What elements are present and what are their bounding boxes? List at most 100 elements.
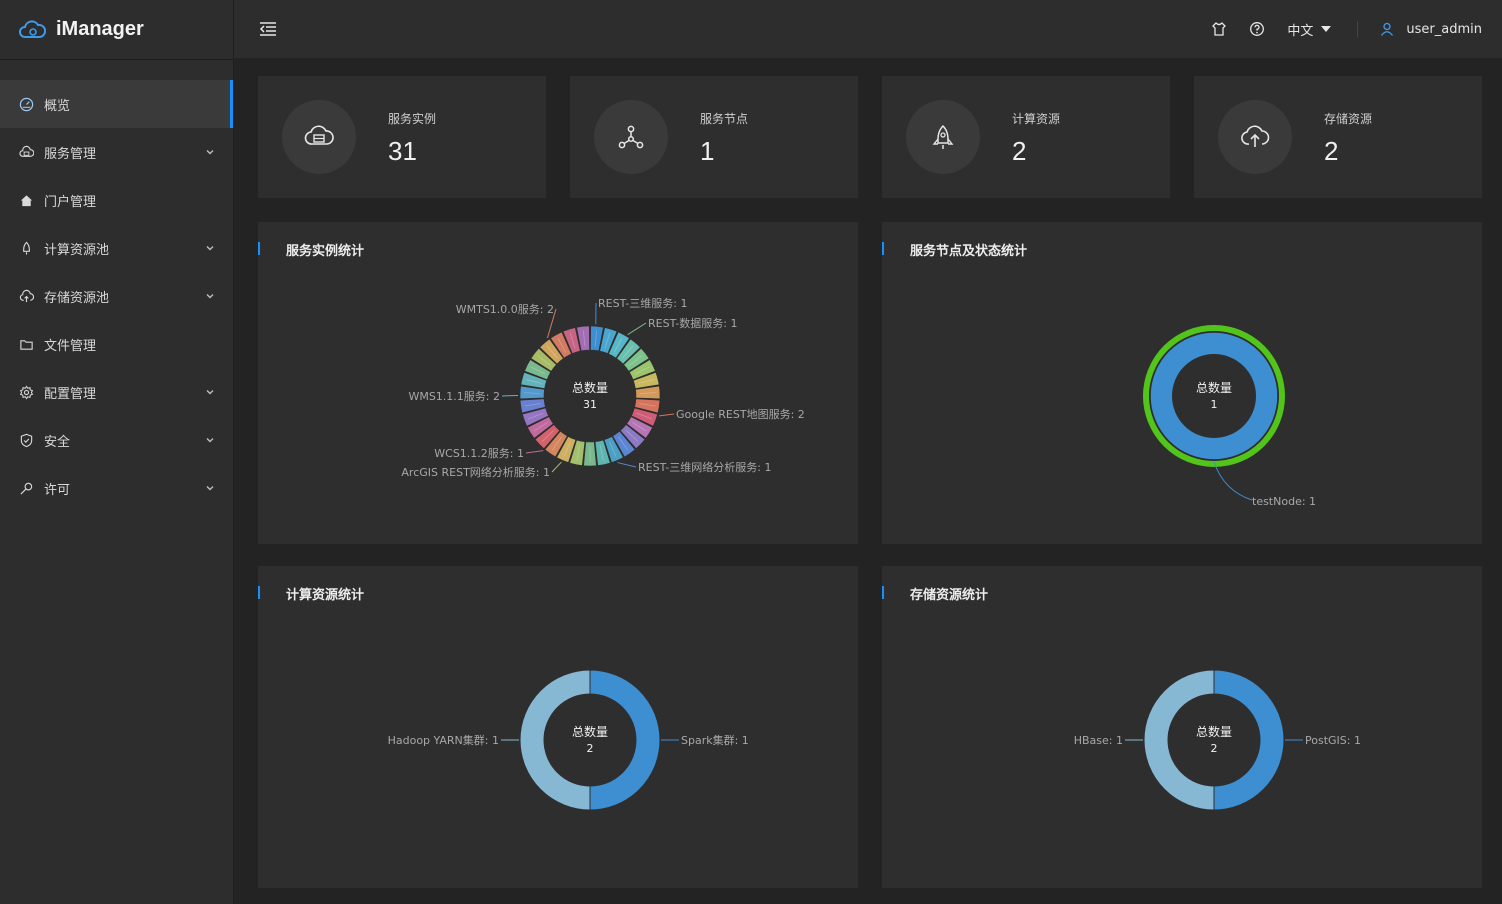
chart-slice[interactable] <box>589 669 661 811</box>
slice-texture <box>546 345 558 359</box>
stat-value: 1 <box>700 136 715 166</box>
chart-center-label: 总数量 <box>1196 380 1232 395</box>
chart-slice[interactable] <box>539 338 564 365</box>
compute-resources-donut-chart: Spark集群: 1 Hadoop YARN集群: 1 总数量 2 <box>388 669 749 811</box>
slice-label: WMTS1.0.0服务: 2 <box>456 303 554 316</box>
chart-slice[interactable] <box>590 325 604 352</box>
panel-accent-bar <box>258 242 260 255</box>
chart-slice[interactable] <box>635 385 661 400</box>
chart-slice[interactable] <box>556 436 577 463</box>
storage-resources-donut-chart: PostGIS: 1 HBase: 1 总数量 2 <box>1074 669 1361 811</box>
chart-slice[interactable] <box>562 327 581 354</box>
chart-slice[interactable] <box>550 331 572 359</box>
chart-slice[interactable] <box>594 439 611 466</box>
chart-slice[interactable] <box>569 439 586 466</box>
chart-slice[interactable] <box>544 430 568 458</box>
stat-card-compute-resources[interactable]: 计算资源 2 <box>882 76 1170 198</box>
sidebar-item[interactable]: 许可 <box>0 464 233 512</box>
chart-slice[interactable] <box>616 338 641 365</box>
chart-slice[interactable] <box>519 669 591 811</box>
chart-slice[interactable] <box>631 407 658 427</box>
stat-label: 服务节点 <box>700 112 749 126</box>
chevron-down-icon[interactable] <box>205 147 215 157</box>
slice-texture <box>563 441 571 457</box>
sidebar-item-label: 门户管理 <box>44 194 97 210</box>
node-status-ring <box>1143 325 1285 467</box>
sidebar-item-label: 安全 <box>44 434 71 450</box>
username: user_admin <box>1406 21 1482 37</box>
chart-slice[interactable] <box>530 347 557 372</box>
stat-card-service-nodes[interactable]: 服务节点 1 <box>570 76 858 198</box>
stat-card-storage-resources[interactable]: 存储资源 2 <box>1194 76 1482 198</box>
slice-texture <box>524 403 541 407</box>
chart-slice[interactable] <box>626 416 653 439</box>
chevron-down-icon[interactable] <box>205 483 215 493</box>
chart-slice[interactable] <box>632 371 660 389</box>
slice-texture <box>541 430 555 442</box>
sidebar-menu: 概览 服务管理门户管理计算资源池 存储资源池 文件管理 配置管理安全许可 <box>0 80 233 512</box>
app-logo[interactable]: iManager <box>0 0 233 60</box>
sidebar-item[interactable]: 服务管理 <box>0 128 233 176</box>
chart-center-label: 总数量 <box>1196 724 1232 739</box>
chart-slice[interactable] <box>612 430 636 458</box>
stat-icon-circle <box>1218 100 1292 174</box>
header-divider <box>1357 21 1359 37</box>
chart-slice[interactable] <box>583 441 597 467</box>
slice-texture <box>526 379 542 384</box>
slice-texture <box>609 441 617 457</box>
chart-slice[interactable] <box>1213 669 1285 811</box>
dashboard-icon <box>18 96 34 112</box>
shield-icon <box>18 432 34 448</box>
sidebar-item[interactable]: 计算资源池 <box>0 224 233 272</box>
sidebar-item[interactable]: 配置管理 <box>0 368 233 416</box>
help-icon[interactable] <box>1249 21 1265 37</box>
chart-slice[interactable] <box>519 385 545 400</box>
sidebar-item[interactable]: 概览 <box>0 80 233 128</box>
label-leader-line <box>659 413 675 417</box>
panel-title: 存储资源统计 <box>910 588 989 603</box>
menu-collapse-icon[interactable] <box>258 19 278 39</box>
chart-slice[interactable] <box>1150 332 1278 460</box>
cloud-gear-icon <box>19 19 46 38</box>
sidebar-item-label: 许可 <box>44 482 71 498</box>
chart-slice[interactable] <box>619 424 646 450</box>
chevron-down-icon[interactable] <box>205 291 215 301</box>
chart-slice[interactable] <box>520 371 548 389</box>
chart-slice[interactable] <box>524 359 552 380</box>
chart-slice[interactable] <box>522 407 549 427</box>
label-leader-line <box>525 450 544 454</box>
stat-card-service-instances[interactable]: 服务实例 31 <box>258 76 546 198</box>
sidebar-item[interactable]: 文件管理 <box>0 320 233 368</box>
service-nodes-donut-chart: 总数量 1 testNode: 1 <box>1143 325 1316 508</box>
slice-label: ArcGIS REST网络分析服务: 1 <box>401 465 550 479</box>
language-select[interactable]: 中文 <box>1287 20 1332 39</box>
skin-icon[interactable] <box>1211 21 1227 37</box>
chart-slice[interactable] <box>608 331 630 359</box>
chart-slice[interactable] <box>628 359 656 380</box>
sidebar-item[interactable]: 门户管理 <box>0 176 233 224</box>
chevron-down-icon[interactable] <box>205 243 215 253</box>
sidebar-item[interactable]: 存储资源池 <box>0 272 233 320</box>
chevron-down-icon[interactable] <box>205 387 215 397</box>
chart-slice[interactable] <box>623 347 650 372</box>
label-leader-line <box>546 308 557 339</box>
chart-slice[interactable] <box>599 327 618 354</box>
panel-title: 服务实例统计 <box>286 244 365 259</box>
slice-texture <box>638 379 654 384</box>
sidebar-item[interactable]: 安全 <box>0 416 233 464</box>
chart-slice[interactable] <box>527 416 554 439</box>
slice-label: REST-数据服务: 1 <box>648 316 737 330</box>
chart-slice[interactable] <box>634 398 661 414</box>
panel-service-nodes: 服务节点及状态统计 总数量 1 testNode: 1 <box>882 222 1482 544</box>
chart-slice[interactable] <box>576 325 590 352</box>
chart-slice[interactable] <box>1143 669 1215 811</box>
chart-slice[interactable] <box>519 398 546 414</box>
slice-label: REST-三维网络分析服务: 1 <box>638 460 771 474</box>
chevron-down-icon[interactable] <box>205 435 215 445</box>
user-menu[interactable]: user_admin <box>1380 22 1482 37</box>
slice-texture <box>625 430 639 442</box>
stat-label: 服务实例 <box>388 112 437 126</box>
label-leader-line <box>617 462 637 468</box>
chart-slice[interactable] <box>534 424 561 450</box>
chart-slice[interactable] <box>603 436 624 463</box>
